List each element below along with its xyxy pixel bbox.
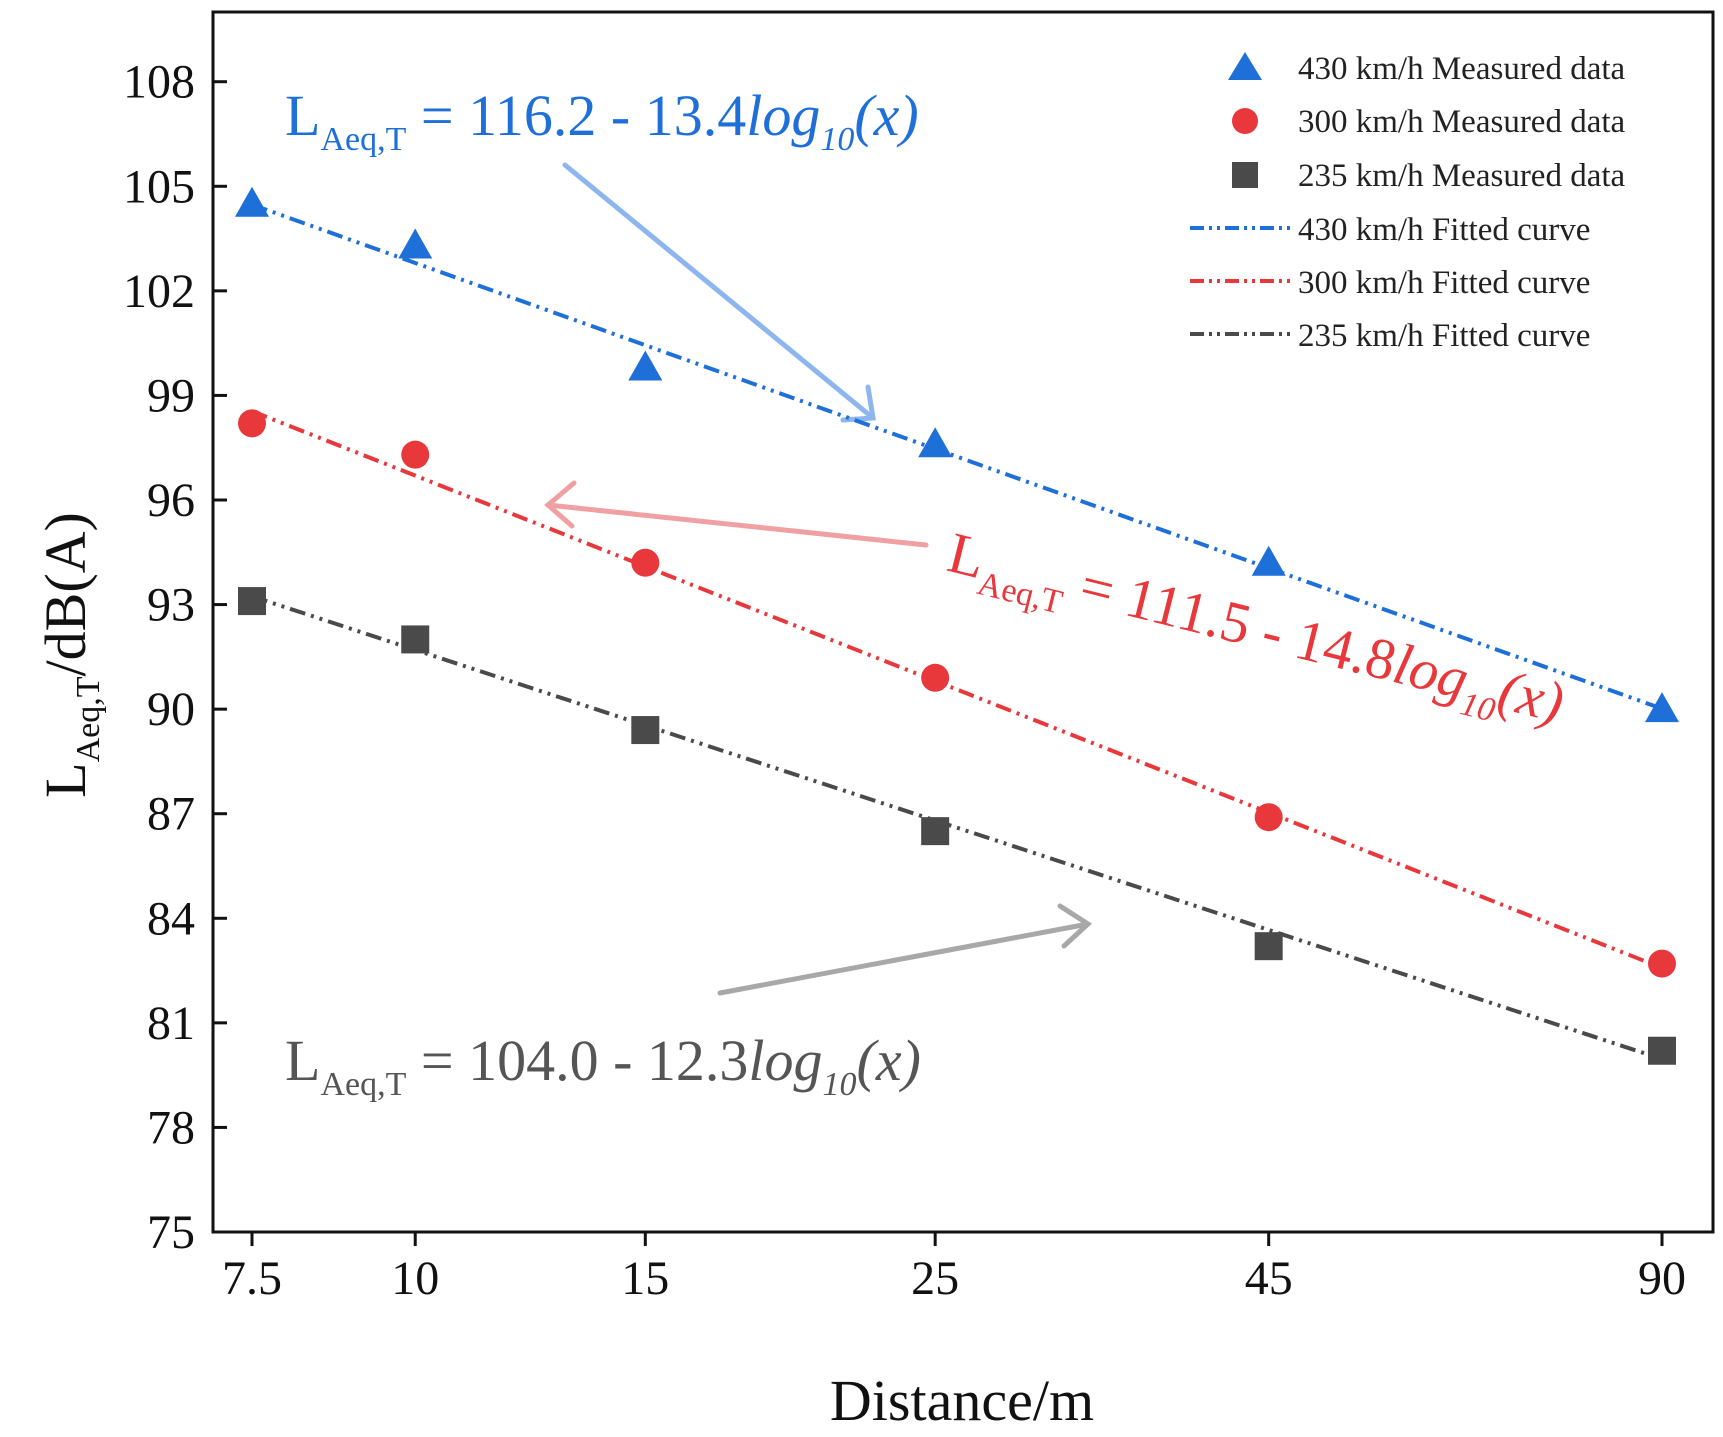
y-tick-label: 84	[147, 892, 195, 945]
svg-text:430 km/h Fitted curve: 430 km/h Fitted curve	[1298, 212, 1590, 248]
fit-line-2	[251, 594, 1663, 1061]
legend-item-430-fit: 430 km/h Fitted curve	[1190, 212, 1590, 248]
y-tick-label: 105	[123, 160, 195, 213]
legend-square-icon	[1232, 162, 1258, 188]
point-square	[1648, 1036, 1676, 1065]
point-triangle	[1251, 545, 1286, 576]
y-tick-label: 102	[123, 265, 195, 318]
y-tick-label: 81	[147, 997, 195, 1050]
x-axis: 7.5 10 15 25 45 90	[222, 1232, 1686, 1305]
point-circle	[401, 440, 430, 469]
point-triangle	[398, 228, 433, 259]
x-tick-label: 15	[621, 1252, 669, 1305]
annotation-arrows	[544, 162, 1093, 996]
point-square	[631, 716, 660, 745]
point-circle	[1254, 803, 1283, 832]
x-tick-label: 45	[1245, 1252, 1293, 1305]
y-tick-label: 93	[147, 579, 195, 632]
x-axis-title: Distance/m	[830, 1368, 1094, 1433]
point-square	[238, 587, 266, 616]
legend-triangle-icon	[1228, 52, 1262, 80]
point-triangle	[1645, 692, 1679, 723]
svg-text:235 km/h Measured data: 235 km/h Measured data	[1298, 158, 1626, 194]
svg-text:430 km/h Measured data: 430 km/h Measured data	[1298, 51, 1626, 87]
x-tick-label: 7.5	[222, 1252, 282, 1305]
point-square	[401, 625, 430, 654]
y-axis-title-L: L	[33, 762, 98, 797]
y-tick-label: 90	[147, 683, 195, 736]
point-square	[921, 817, 950, 846]
equation-235: LAeq,T = 104.0 - 12.3log10(x)	[285, 1028, 921, 1103]
point-circle	[238, 409, 266, 438]
y-tick-label: 87	[147, 788, 195, 841]
legend-item-430-measured: 430 km/h Measured data	[1228, 51, 1626, 87]
y-axis: 75 78 81 84 87 90 93 96 99 102 105 108	[123, 56, 227, 1259]
svg-text:300 km/h Measured data: 300 km/h Measured data	[1298, 104, 1626, 140]
legend-item-235-measured: 235 km/h Measured data	[1232, 158, 1626, 194]
y-tick-label: 99	[147, 369, 195, 422]
point-circle	[631, 548, 660, 577]
fit-line-1	[251, 409, 1663, 970]
legend-circle-icon	[1232, 108, 1258, 134]
data-markers	[235, 186, 1679, 1065]
y-tick-label: 96	[147, 474, 195, 527]
legend-item-300-measured: 300 km/h Measured data	[1232, 104, 1626, 140]
x-tick-label: 10	[391, 1252, 439, 1305]
equation-300: LAeq,T = 111.5 - 14.8log10(x)	[939, 520, 1570, 746]
svg-text:300 km/h Fitted curve: 300 km/h Fitted curve	[1298, 265, 1590, 301]
point-triangle	[918, 427, 953, 458]
arrow-235	[717, 903, 1093, 996]
point-triangle	[235, 186, 269, 217]
y-axis-title: LAeq,T/dB(A)	[33, 512, 107, 798]
svg-text:LAeq,T/dB(A): LAeq,T/dB(A)	[33, 512, 107, 798]
point-circle	[921, 663, 950, 692]
arrow-430	[562, 162, 876, 423]
legend-item-235-fit: 235 km/h Fitted curve	[1190, 318, 1590, 354]
fitted-curves	[251, 202, 1663, 1061]
svg-text:235 km/h Fitted curve: 235 km/h Fitted curve	[1298, 318, 1590, 354]
legend: 430 km/h Measured data 300 km/h Measured…	[1190, 51, 1626, 354]
y-tick-label: 108	[123, 56, 195, 109]
point-circle	[1648, 949, 1676, 978]
point-square	[1254, 932, 1283, 961]
y-tick-label: 78	[147, 1101, 195, 1154]
y-tick-label: 75	[147, 1206, 195, 1259]
arrow-300	[544, 480, 929, 548]
plot-frame	[211, 10, 1715, 1234]
y-axis-title-sub: Aeq,T	[70, 676, 107, 762]
equation-430: LAeq,T = 116.2 - 13.4log10(x)	[285, 83, 919, 158]
legend-item-300-fit: 300 km/h Fitted curve	[1190, 265, 1590, 301]
x-tick-label: 90	[1638, 1252, 1686, 1305]
x-tick-label: 25	[911, 1252, 959, 1305]
y-axis-title-rest: /dB(A)	[33, 512, 98, 676]
fit-line-0	[251, 202, 1663, 711]
point-triangle	[628, 350, 663, 381]
